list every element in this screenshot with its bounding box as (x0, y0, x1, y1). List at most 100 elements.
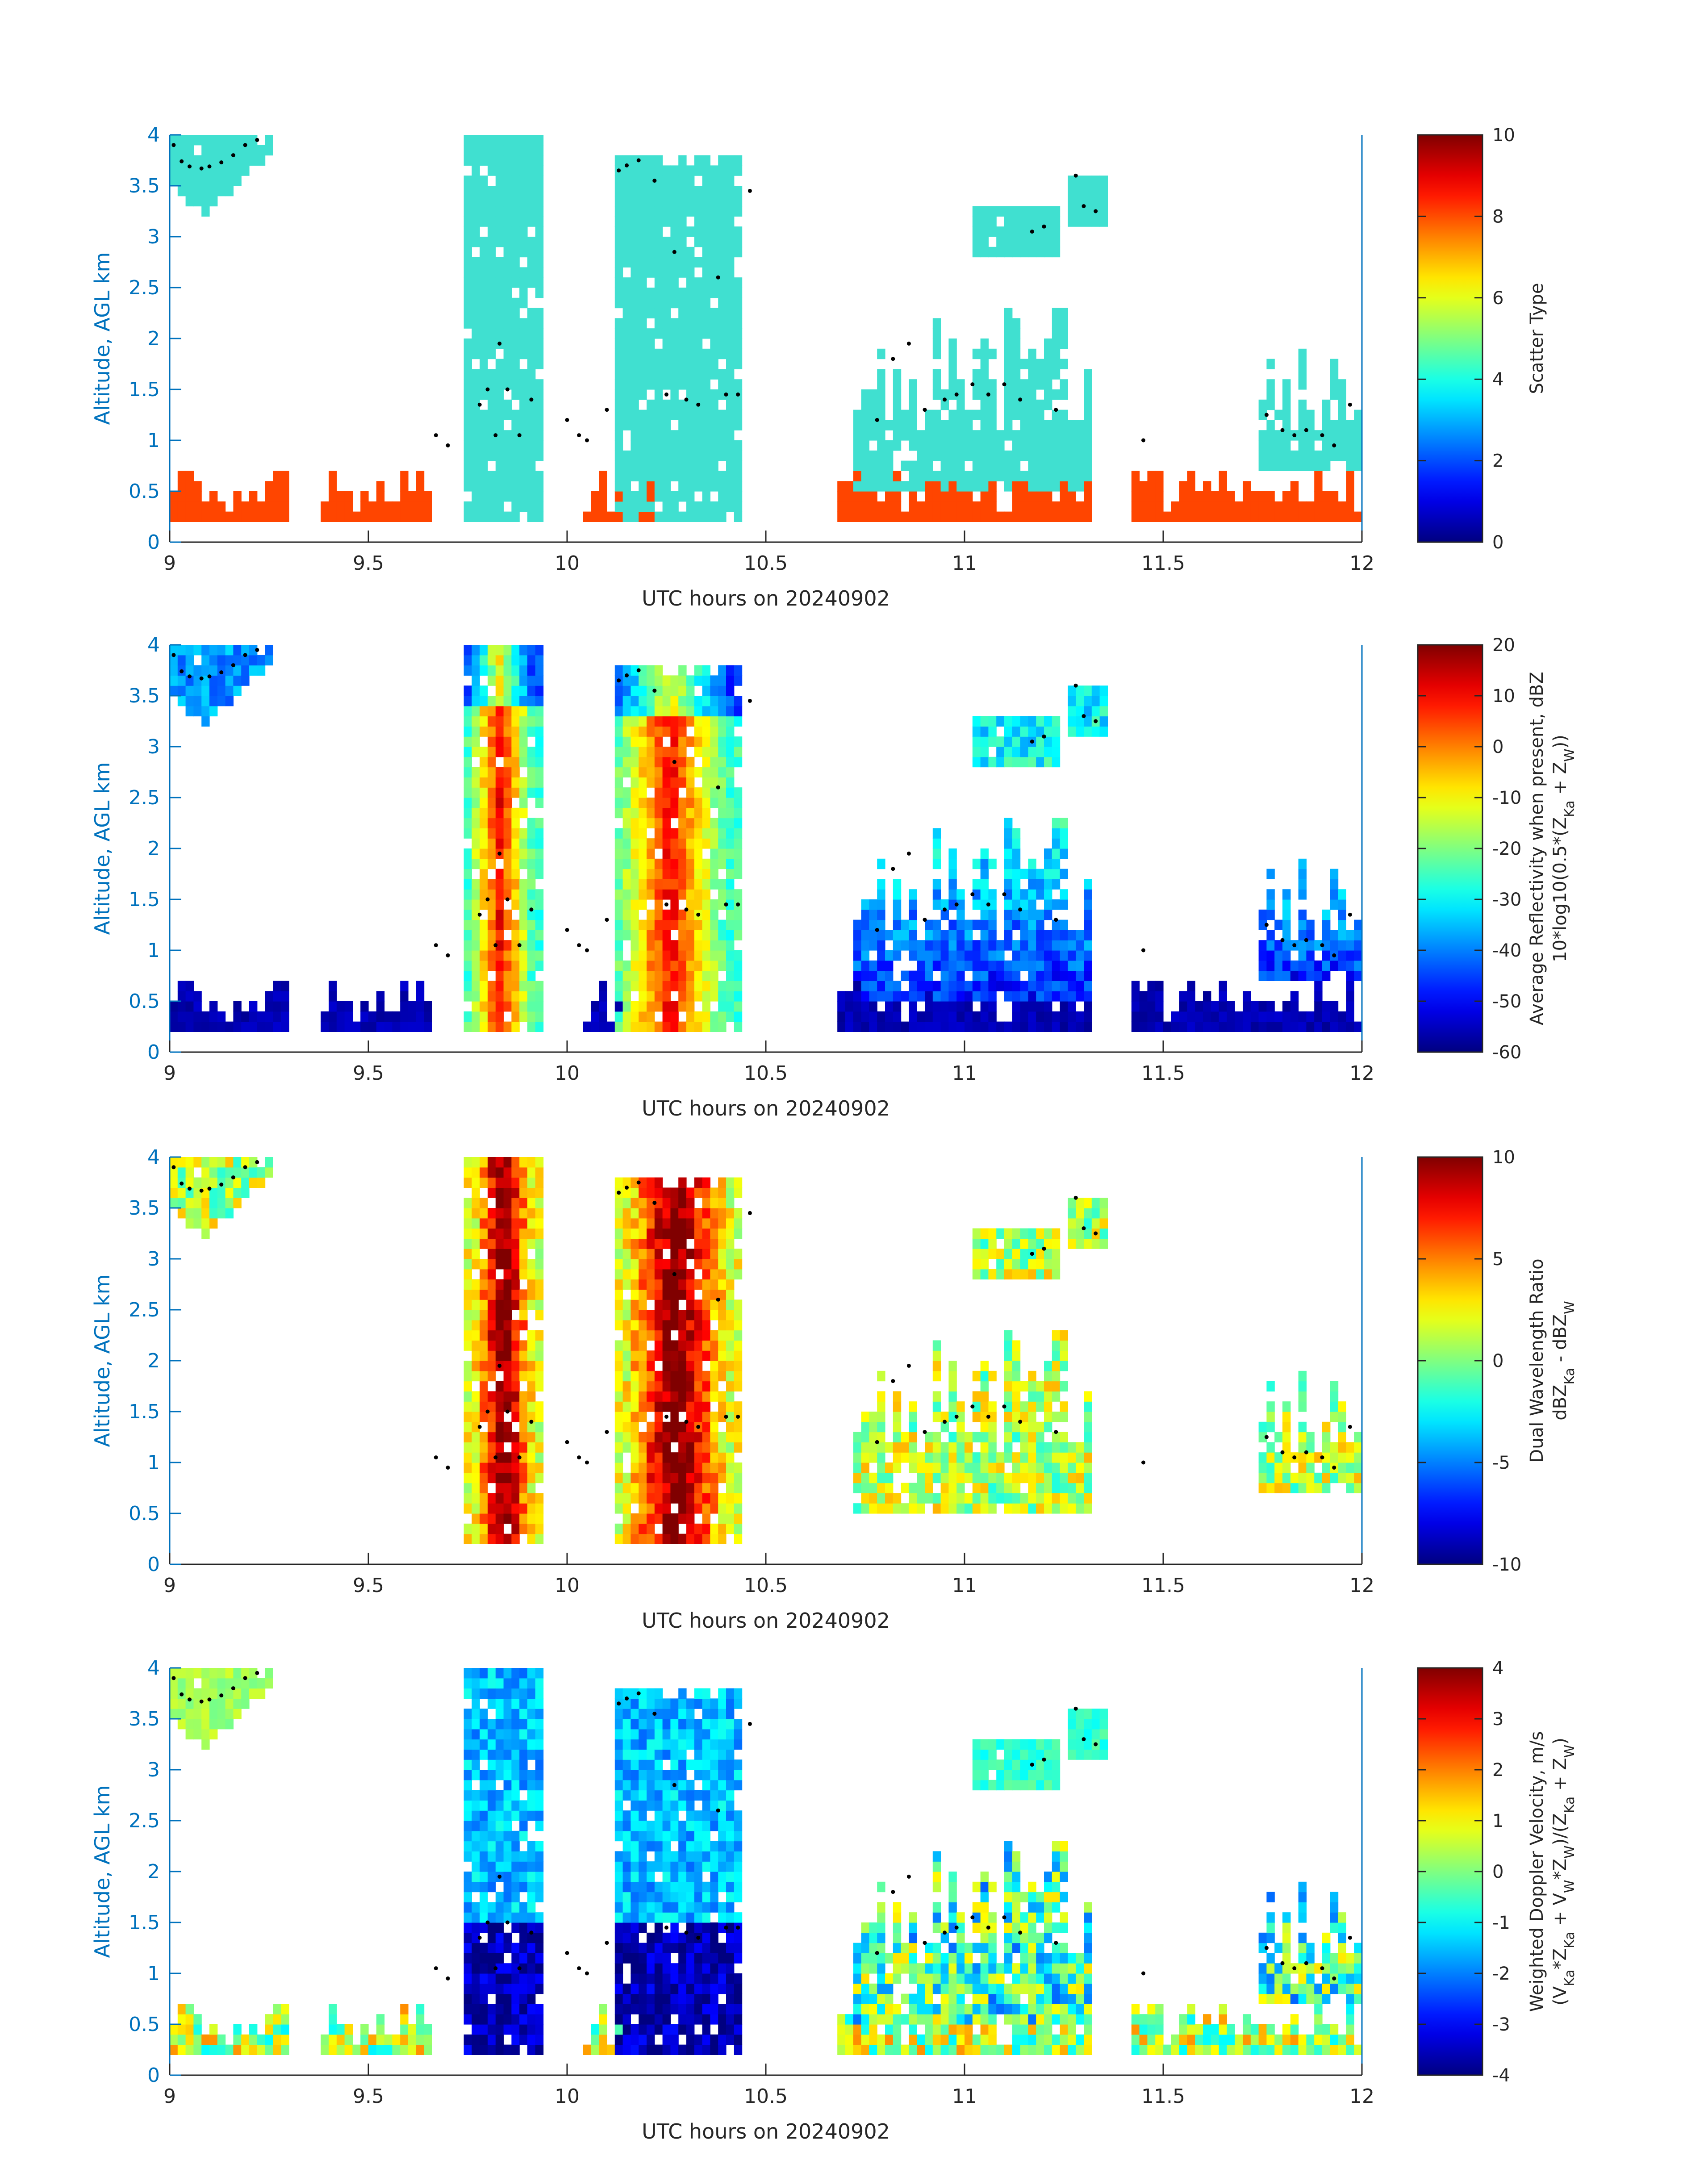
heatmap-cell (527, 1167, 536, 1178)
heatmap-cell (1012, 838, 1021, 849)
heatmap-cell (1004, 858, 1013, 869)
heatmap-cell (527, 1300, 536, 1310)
heatmap-cell (1227, 491, 1235, 502)
heatmap-cell (662, 1208, 671, 1219)
heatmap-cell (877, 1421, 885, 1433)
heatmap-cell (591, 1001, 599, 1012)
heatmap-cell (480, 950, 488, 961)
heatmap-cell (622, 1330, 631, 1341)
heatmap-cell (988, 420, 997, 430)
heatmap-cell (519, 1259, 528, 1270)
heatmap-cell (893, 501, 902, 512)
heatmap-cell (710, 767, 718, 777)
heatmap-cell (647, 1228, 655, 1239)
heatmap-cell (535, 675, 544, 686)
heatmap-cell (1036, 1011, 1044, 1022)
heatmap-cell (472, 267, 480, 278)
heatmap-cell (1076, 1011, 1084, 1022)
heatmap-cell (694, 257, 703, 267)
heatmap-cell (209, 1198, 218, 1208)
heatmap-cell (614, 450, 623, 461)
heatmap-cell (726, 359, 735, 369)
heatmap-cell (177, 175, 186, 186)
heatmap-cell (1012, 399, 1021, 410)
heatmap-cell (631, 348, 639, 359)
heatmap-cell (1155, 471, 1164, 481)
heatmap-cell (1354, 511, 1362, 522)
heatmap-cell (1052, 1361, 1061, 1371)
heatmap-cell (1052, 1249, 1061, 1259)
heatmap-cell (702, 828, 710, 839)
heatmap-cell (662, 1269, 671, 1280)
heatmap-cell (1179, 1001, 1187, 1012)
heatmap-cell (329, 1021, 337, 1032)
heatmap-cell (495, 1483, 504, 1493)
heatmap-cell (988, 756, 997, 768)
cloud-base-point (954, 392, 959, 397)
heatmap-cell (639, 450, 647, 461)
heatmap-cell (1052, 471, 1061, 481)
heatmap-cell (940, 1021, 949, 1032)
heatmap-cell (662, 297, 671, 309)
heatmap-cell (527, 165, 536, 176)
heatmap-cell (599, 981, 607, 991)
heatmap-cell (639, 471, 647, 481)
heatmap-cell (925, 1452, 933, 1463)
heatmap-cell (1099, 716, 1108, 727)
heatmap-cell (670, 277, 679, 288)
heatmap-cell (622, 1493, 631, 1504)
heatmap-cell (1004, 1350, 1013, 1361)
heatmap-cell (662, 960, 671, 971)
heatmap-cell (1060, 960, 1068, 971)
heatmap-cell (702, 1503, 710, 1514)
heatmap-cell (678, 777, 687, 788)
heatmap-cell (614, 991, 623, 1002)
heatmap-cell (488, 247, 496, 258)
heatmap-cell (861, 440, 869, 451)
heatmap-cell (614, 288, 623, 298)
heatmap-cell (480, 1208, 488, 1219)
heatmap-cell (1314, 970, 1323, 981)
heatmap-cell (631, 297, 639, 309)
cloud-base-point (605, 918, 609, 922)
heatmap-cell (718, 318, 727, 329)
heatmap-cell (622, 716, 631, 727)
heatmap-cell (177, 696, 186, 706)
heatmap-cell (622, 747, 631, 757)
heatmap-cell (527, 1001, 536, 1012)
heatmap-cell (1338, 909, 1346, 920)
heatmap-cell (535, 257, 544, 267)
cloud-base-point (1002, 892, 1006, 897)
heatmap-cell (527, 1493, 536, 1504)
heatmap-cell (1028, 1371, 1036, 1382)
cloud-base-point (986, 902, 990, 907)
heatmap-cell (1020, 1001, 1028, 1012)
heatmap-cell (233, 1011, 242, 1022)
heatmap-cell (249, 1157, 258, 1168)
heatmap-cell (400, 491, 409, 502)
heatmap-cell (631, 257, 639, 267)
heatmap-cell (511, 257, 520, 267)
heatmap-cell (535, 226, 544, 237)
heatmap-cell (1195, 1011, 1203, 1022)
heatmap-cell (948, 1011, 957, 1022)
heatmap-cell (511, 930, 520, 940)
heatmap-cell (702, 481, 710, 492)
heatmap-cell (726, 706, 735, 717)
heatmap-cell (535, 889, 544, 900)
heatmap-cell (702, 726, 710, 737)
heatmap-cell (535, 1330, 544, 1341)
heatmap-cell (535, 1513, 544, 1524)
heatmap-cell (622, 155, 631, 166)
heatmap-cell (535, 787, 544, 798)
heatmap-cell (726, 919, 735, 930)
heatmap-cell (622, 277, 631, 288)
heatmap-cell (193, 1011, 202, 1022)
heatmap-cell (631, 716, 639, 727)
heatmap-cell (654, 798, 663, 808)
heatmap-cell (686, 369, 695, 380)
heatmap-cell (488, 297, 496, 309)
heatmap-cell (472, 1330, 480, 1341)
heatmap-cell (1290, 491, 1299, 502)
heatmap-cell (694, 409, 703, 420)
